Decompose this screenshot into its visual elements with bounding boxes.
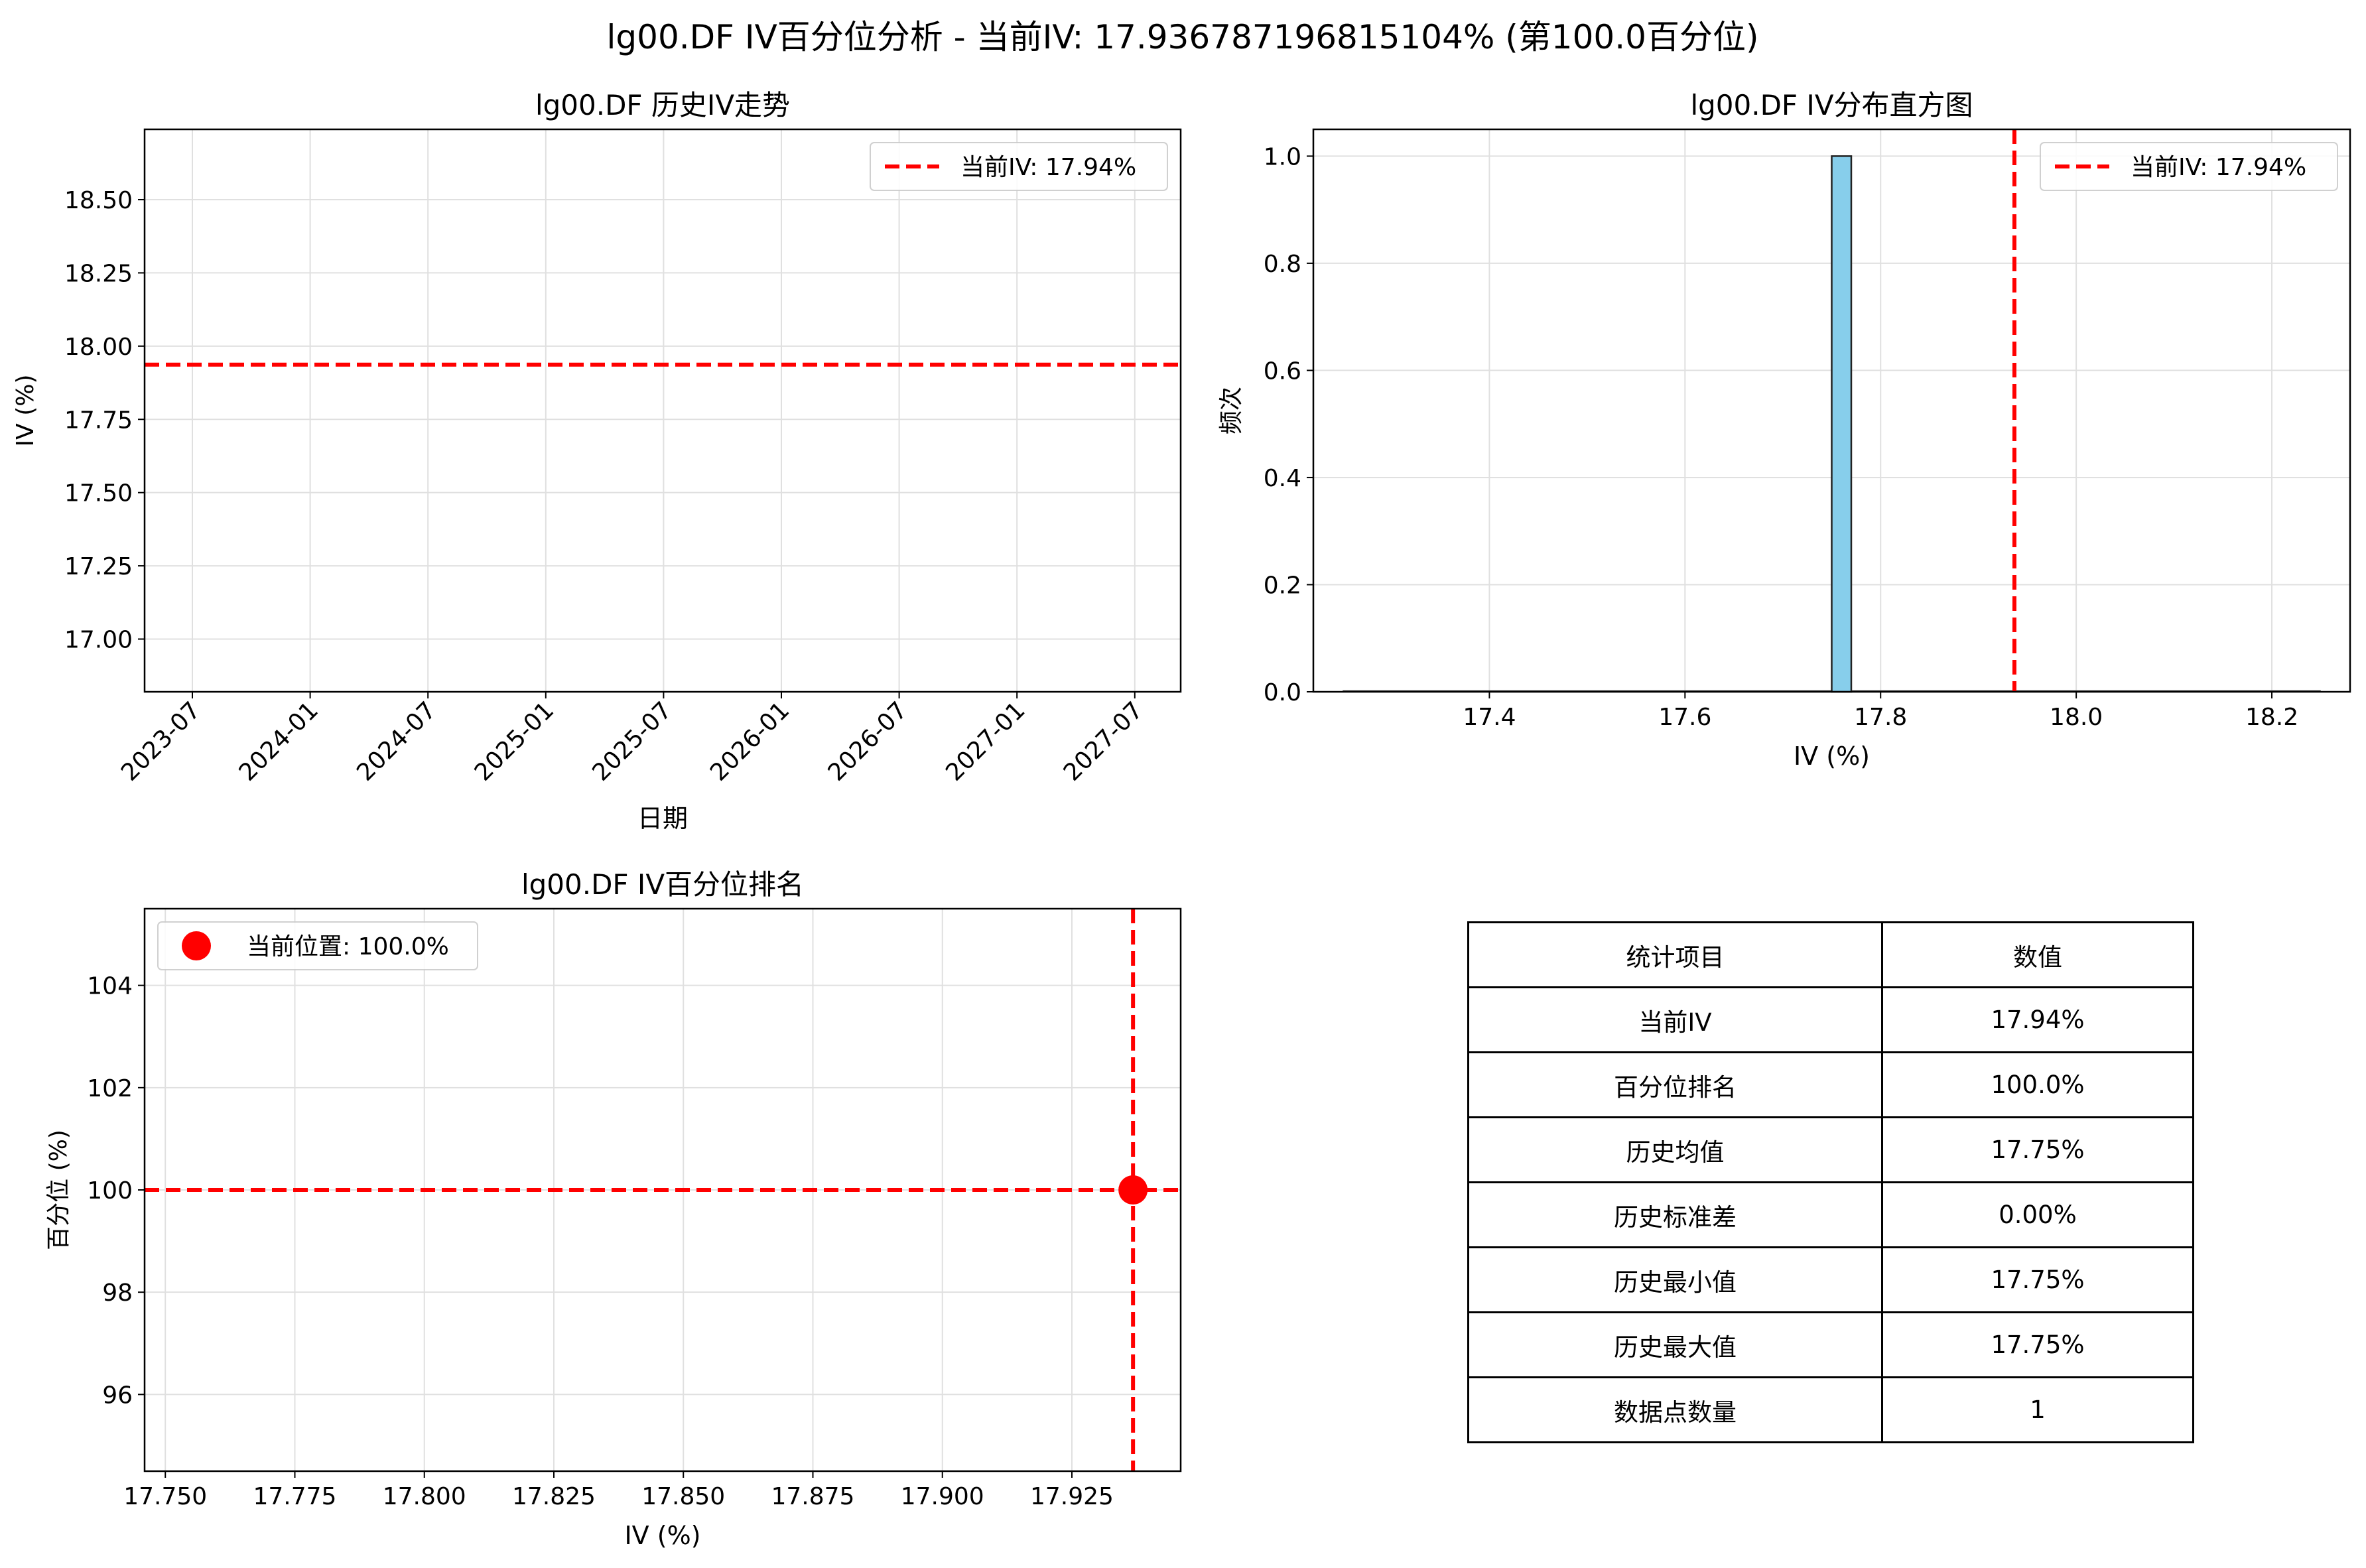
y-tick-label: 0.4 — [1264, 465, 1301, 492]
x-axis-label: IV (%) — [1794, 742, 1870, 771]
y-tick-label: 0.2 — [1264, 572, 1301, 599]
iv-histogram-chart: 17.4 17.6 17.8 18.0 18.2 0.0 0.2 0.4 0.6 0.8 1.0 lg… — [1218, 89, 2351, 771]
x-tick-label: 17.8 — [1854, 704, 1907, 731]
x-tick-label: 17.4 — [1463, 704, 1516, 731]
y-axis-label: 频次 — [1218, 387, 1245, 434]
x-axis-label: IV (%) — [624, 1521, 700, 1550]
table-row: 历史标准差 0.00% — [1467, 1181, 2194, 1248]
table-row: 历史最小值 17.75% — [1467, 1246, 2194, 1313]
stats-table: 统计项目 数值 当前IV 17.94% 百分位排名 100.0% 历史均值 17… — [1467, 921, 2194, 1443]
y-axis-label: 百分位 (%) — [45, 1130, 72, 1250]
figure-suptitle: lg00.DF IV百分位分析 - 当前IV: 17.9367871968151… — [607, 18, 1759, 56]
x-tick-label: 17.800 — [383, 1483, 466, 1510]
table-row: 当前IV 17.94% — [1467, 986, 2194, 1053]
table-cell: 17.94% — [1881, 986, 2194, 1053]
legend-box — [157, 921, 478, 970]
x-tick-label: 17.900 — [901, 1483, 984, 1510]
histogram-bar — [1831, 155, 1853, 693]
y-tick-label: 96 — [102, 1382, 133, 1409]
table-row: 历史均值 17.75% — [1467, 1116, 2194, 1183]
y-tick-label: 98 — [102, 1279, 133, 1307]
x-tick-label: 2023-07 — [116, 696, 206, 786]
x-tick-label: 2025-07 — [587, 696, 677, 786]
table-cell: 历史标准差 — [1467, 1181, 1883, 1248]
table-cell: 历史最大值 — [1467, 1311, 1883, 1378]
axes-title: lg00.DF IV分布直方图 — [1690, 89, 1973, 121]
y-axis-label: IV (%) — [12, 375, 39, 447]
legend-label: 当前位置: 100.0% — [247, 933, 449, 960]
y-tick-label: 17.75 — [64, 407, 133, 434]
x-tick-label: 2024-01 — [234, 696, 324, 786]
table-cell: 历史均值 — [1467, 1116, 1883, 1183]
axes-frame — [143, 128, 1182, 693]
y-tick-label: 0.8 — [1264, 251, 1301, 278]
table-cell: 历史最小值 — [1467, 1246, 1883, 1313]
y-tick-label: 100 — [87, 1177, 133, 1205]
table-cell: 17.75% — [1881, 1311, 2194, 1378]
y-tick-label: 1.0 — [1264, 143, 1301, 170]
table-cell: 1 — [1881, 1376, 2194, 1443]
x-tick-label: 2024-07 — [352, 696, 441, 786]
x-tick-label: 18.2 — [2245, 704, 2298, 731]
x-tick-label: 2026-01 — [705, 696, 795, 786]
y-tick-label: 0.6 — [1264, 358, 1301, 385]
table-cell: 当前IV — [1467, 986, 1883, 1053]
table-cell: 17.75% — [1881, 1116, 2194, 1183]
table-header-cell: 统计项目 — [1467, 921, 1883, 988]
table-row: 数据点数量 1 — [1467, 1376, 2194, 1443]
x-axis-label: 日期 — [637, 804, 688, 833]
x-tick-label: 17.875 — [771, 1483, 855, 1510]
x-tick-label: 2027-01 — [941, 696, 1030, 786]
x-tick-label: 17.750 — [123, 1483, 207, 1510]
y-tick-label: 104 — [87, 973, 133, 1000]
table-header-row: 统计项目 数值 — [1467, 921, 2194, 988]
table-row: 百分位排名 100.0% — [1467, 1051, 2194, 1118]
axes-frame — [1312, 128, 2351, 693]
axes-title: lg00.DF 历史IV走势 — [535, 89, 790, 121]
x-tick-label: 17.6 — [1658, 704, 1711, 731]
legend-box — [2040, 142, 2338, 191]
iv-trend-chart: 2023-07 2024-01 2024-07 2025-01 2025-07 2026-… — [12, 89, 1182, 833]
axes-title: lg00.DF IV百分位排名 — [521, 868, 804, 901]
legend-box — [870, 142, 1168, 191]
table-cell: 数据点数量 — [1467, 1376, 1883, 1443]
table-cell: 百分位排名 — [1467, 1051, 1883, 1118]
y-tick-label: 0.0 — [1264, 679, 1301, 706]
x-tick-label: 17.850 — [641, 1483, 725, 1510]
percentile-rank-chart: 17.750 17.775 17.800 17.825 17.850 17.875 17.9… — [45, 868, 1182, 1550]
x-tick-label: 18.0 — [2050, 704, 2103, 731]
y-tick-label: 18.25 — [64, 260, 133, 287]
current-position-point — [1118, 1175, 1148, 1205]
table-cell: 100.0% — [1881, 1051, 2194, 1118]
x-tick-label: 17.925 — [1030, 1483, 1114, 1510]
table-cell: 0.00% — [1881, 1181, 2194, 1248]
legend-label: 当前IV: 17.94% — [2131, 154, 2306, 181]
y-tick-label: 102 — [87, 1075, 133, 1102]
table-cell: 17.75% — [1881, 1246, 2194, 1313]
x-tick-label: 17.775 — [253, 1483, 337, 1510]
y-tick-label: 17.00 — [64, 627, 133, 654]
legend-point-marker — [182, 931, 211, 960]
x-tick-label: 2027-07 — [1059, 696, 1148, 786]
x-tick-label: 2026-07 — [823, 696, 913, 786]
y-tick-label: 17.50 — [64, 480, 133, 507]
axes-frame — [143, 907, 1182, 1472]
legend-label: 当前IV: 17.94% — [960, 154, 1136, 181]
table-row: 历史最大值 17.75% — [1467, 1311, 2194, 1378]
y-tick-label: 17.25 — [64, 553, 133, 580]
y-tick-label: 18.50 — [64, 187, 133, 214]
x-tick-label: 17.825 — [512, 1483, 596, 1510]
table-header-cell: 数值 — [1881, 921, 2194, 988]
y-tick-label: 18.00 — [64, 334, 133, 361]
x-tick-label: 2025-01 — [470, 696, 559, 786]
